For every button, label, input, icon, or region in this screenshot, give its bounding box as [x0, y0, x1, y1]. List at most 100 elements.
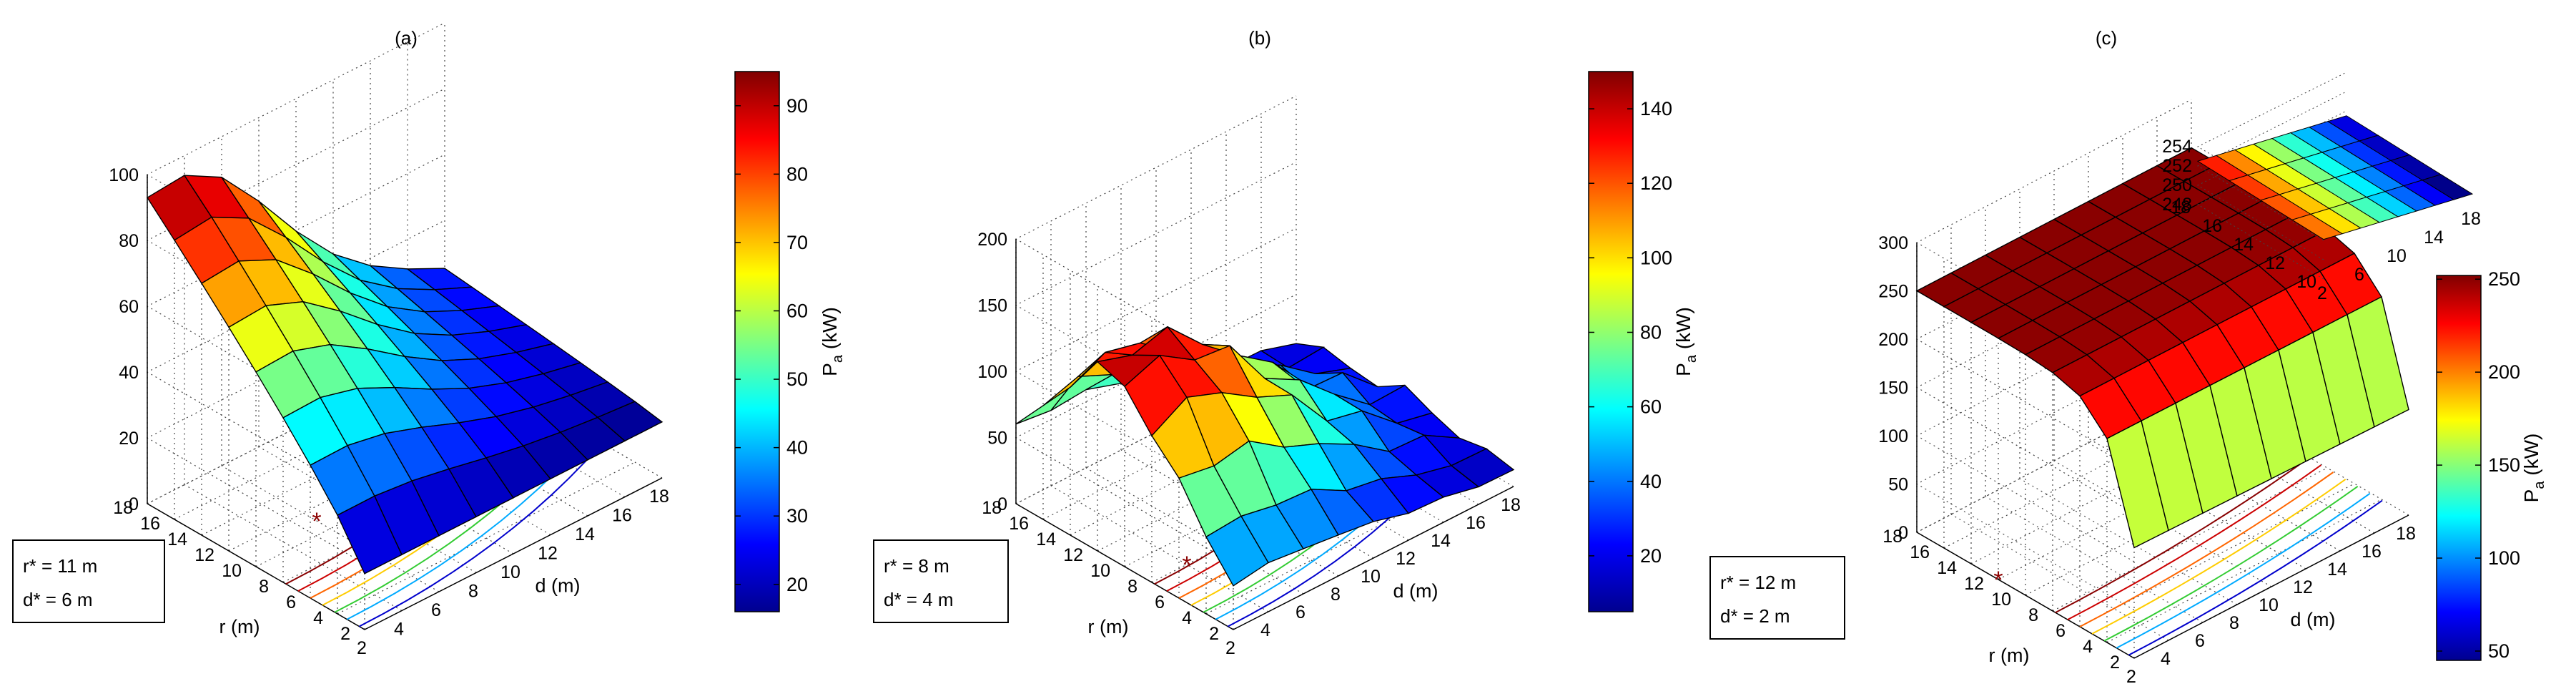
inset-surface [2196, 115, 2474, 240]
inset-z-tick-label: 252 [2162, 156, 2192, 176]
contour-line [2103, 485, 2359, 642]
y-tick-label: 18 [1882, 527, 1903, 547]
gridline [174, 367, 473, 520]
surface [1015, 326, 1515, 587]
panel-label: (b) [1248, 27, 1271, 49]
surface [1915, 147, 2409, 549]
gridline [201, 383, 500, 536]
gridline [1950, 514, 2169, 641]
colorbar-tick-label: 40 [1640, 471, 1662, 492]
surface [147, 175, 663, 575]
colorbar-tick-label: 80 [786, 163, 808, 185]
optimum-box [873, 539, 1009, 623]
y-tick-label: 16 [140, 514, 160, 534]
contour-line [2079, 471, 2334, 627]
z-tick-label: 40 [119, 363, 139, 383]
inset-z-tick-label: 248 [2162, 195, 2192, 215]
z-tick-label: 60 [119, 297, 139, 317]
optimum-box [12, 539, 165, 623]
y-tick-label: 4 [1182, 608, 1192, 628]
z-tick-label: 0 [129, 494, 139, 514]
optimum-marker: * [1182, 552, 1191, 579]
optimum-marker: * [312, 508, 321, 535]
y-tick-label: 2 [340, 624, 350, 644]
gridline [2196, 129, 2347, 280]
panel-b: (b)*246810121416182468101214161805010015… [873, 27, 1699, 658]
contour-line [358, 443, 603, 627]
y-axis-label: r (m) [1989, 645, 2030, 666]
y-tick-label: 10 [1090, 561, 1110, 581]
y-axis-line [1015, 503, 1234, 630]
x-tick-label: 14 [575, 524, 595, 544]
colorbar-label: Pa (kW) [1672, 307, 1699, 376]
x-tick-label: 18 [649, 487, 669, 507]
y-tick-label: 4 [2083, 637, 2093, 657]
x-tick-label: 18 [2396, 524, 2416, 544]
z-tick-label: 0 [997, 494, 1007, 514]
panel-c: (c)*246810121416182468101214161805010015… [1709, 27, 2547, 687]
colorbar-tick-label: 120 [1640, 172, 1672, 194]
y-axis-label: r (m) [1088, 616, 1129, 637]
x-tick-label: 2 [1225, 638, 1235, 658]
y-tick-label: 16 [1910, 542, 1930, 562]
colorbar-tick-label: 100 [2488, 547, 2520, 569]
x-tick-label: 16 [2362, 542, 2382, 562]
y-tick-label: 2 [1209, 624, 1219, 644]
gridline [1985, 496, 2204, 623]
x-tick-label: 6 [431, 600, 441, 620]
x-tick-label: 18 [1501, 495, 1521, 515]
gridline [337, 461, 636, 615]
colorbar-tick-label: 90 [786, 95, 808, 117]
inset-patch [2421, 174, 2474, 200]
colorbar-tick-label: 80 [1640, 321, 1662, 343]
x-axis-line [1233, 486, 1514, 630]
colorbar-tick-label: 50 [2488, 640, 2510, 662]
colorbar-tick-label: 250 [2488, 268, 2520, 290]
z-tick-label: 150 [1878, 378, 1908, 399]
colorbar [2436, 275, 2482, 661]
axes [147, 175, 663, 630]
contour-line [2067, 464, 2322, 620]
inset-z-tick-label: 250 [2162, 175, 2192, 195]
x-tick-label: 12 [2293, 577, 2313, 597]
optimum-d-text: d* = 2 m [1720, 605, 1790, 627]
x-tick-label: 14 [2327, 559, 2347, 580]
colorbar-tick-label: 60 [1640, 396, 1662, 418]
colorbar-tick-label: 20 [1640, 545, 1662, 567]
x-tick-label: 12 [538, 544, 558, 564]
gridline [184, 484, 403, 612]
x-tick-label: 10 [1361, 567, 1381, 587]
colorbar-tick-label: 70 [786, 232, 808, 253]
gridline [147, 351, 445, 504]
y-tick-label: 8 [1127, 577, 1138, 597]
x-axis-label: d (m) [1393, 580, 1438, 602]
panel-a: (a)*246810121416182468101214161802040608… [12, 22, 846, 658]
colorbar-tick-label: 50 [786, 368, 808, 390]
x-axis-label: d (m) [2291, 609, 2336, 630]
x-tick-label: 8 [1331, 585, 1341, 605]
y-tick-label: 18 [982, 498, 1002, 518]
x-tick-label: 14 [1431, 531, 1451, 551]
y-axis-line [147, 503, 365, 630]
x-axis-line [364, 477, 663, 630]
colorbar-label: Pa (kW) [2520, 434, 2547, 503]
optimum-box [1709, 556, 1845, 640]
z-tick-label: 100 [1878, 426, 1908, 446]
contour-line [2055, 457, 2309, 614]
y-tick-label: 10 [222, 561, 242, 581]
gridline [282, 430, 581, 583]
gridline [2196, 110, 2347, 260]
x-axis-label: d (m) [536, 575, 581, 597]
z-tick-label: 50 [1888, 475, 1908, 495]
colorbar-tick-label: 30 [786, 505, 808, 527]
inset-y-tick-label: 14 [2234, 235, 2254, 255]
y-tick-label: 16 [1009, 514, 1029, 534]
x-tick-label: 2 [357, 638, 367, 658]
colorbar-tick-label: 60 [786, 300, 808, 321]
surface-patch [1450, 448, 1515, 488]
colorbar [734, 71, 780, 612]
x-tick-label: 12 [1396, 549, 1416, 569]
gridline [2196, 72, 2347, 222]
optimum-marker: * [1993, 567, 2003, 594]
